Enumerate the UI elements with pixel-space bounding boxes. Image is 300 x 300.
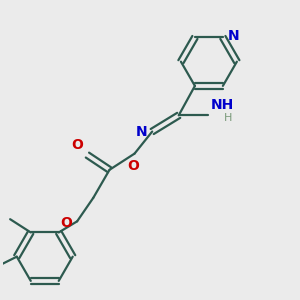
Text: O: O bbox=[127, 159, 139, 173]
Text: H: H bbox=[224, 113, 233, 123]
Text: NH: NH bbox=[211, 98, 234, 112]
Text: N: N bbox=[227, 29, 239, 43]
Text: O: O bbox=[60, 216, 72, 230]
Text: N: N bbox=[136, 124, 148, 139]
Text: O: O bbox=[71, 138, 83, 152]
